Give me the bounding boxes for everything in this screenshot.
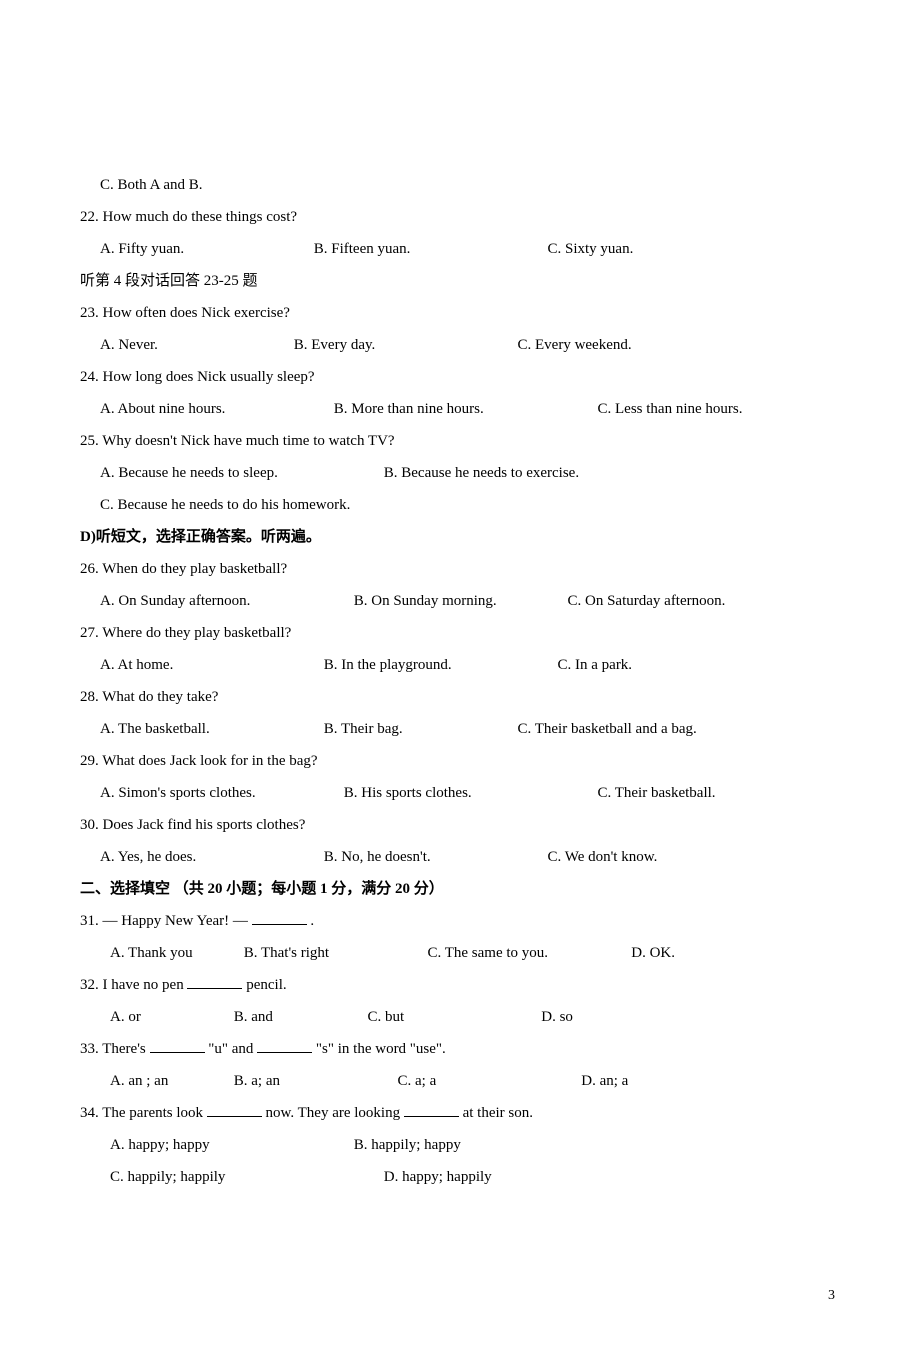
- q34-option-a: A. happy; happy: [110, 1130, 350, 1160]
- question-23: 23. How often does Nick exercise?: [80, 298, 840, 328]
- q25-option-a: A. Because he needs to sleep.: [100, 458, 380, 488]
- q29-options: A. Simon's sports clothes. B. His sports…: [100, 778, 840, 808]
- q30-option-b: B. No, he doesn't.: [324, 842, 544, 872]
- q34-option-c: C. happily; happily: [110, 1162, 380, 1192]
- q31-prefix: 31. — Happy New Year! —: [80, 913, 252, 929]
- question-22: 22. How much do these things cost?: [80, 202, 840, 232]
- q33-prefix: 33. There's: [80, 1041, 150, 1057]
- q25-option-b: B. Because he needs to exercise.: [384, 458, 579, 488]
- q29-option-c: C. Their basketball.: [598, 778, 716, 808]
- q27-option-c: C. In a park.: [558, 650, 633, 680]
- blank: [187, 988, 242, 989]
- question-25: 25. Why doesn't Nick have much time to w…: [80, 426, 840, 456]
- q26-option-c: C. On Saturday afternoon.: [568, 586, 726, 616]
- q27-option-a: A. At home.: [100, 650, 320, 680]
- q24-option-a: A. About nine hours.: [100, 394, 330, 424]
- q27-option-b: B. In the playground.: [324, 650, 554, 680]
- question-34: 34. The parents look now. They are looki…: [80, 1098, 840, 1128]
- q34-option-d: D. happy; happily: [384, 1162, 492, 1192]
- blank: [150, 1052, 205, 1053]
- q23-options: A. Never. B. Every day. C. Every weekend…: [100, 330, 840, 360]
- q23-option-b: B. Every day.: [294, 330, 514, 360]
- question-32: 32. I have no pen pencil.: [80, 970, 840, 1000]
- q34-option-b: B. happily; happy: [354, 1130, 461, 1160]
- blank: [404, 1116, 459, 1117]
- q28-option-a: A. The basketball.: [100, 714, 320, 744]
- blank: [252, 924, 307, 925]
- question-26: 26. When do they play basketball?: [80, 554, 840, 584]
- q33-option-a: A. an ; an: [110, 1066, 230, 1096]
- q31-option-d: D. OK.: [631, 938, 675, 968]
- section-2-heading: 二、选择填空 （共 20 小题；每小题 1 分，满分 20 分）: [80, 874, 840, 904]
- question-28: 28. What do they take?: [80, 682, 840, 712]
- q32-option-b: B. and: [234, 1002, 364, 1032]
- question-29: 29. What does Jack look for in the bag?: [80, 746, 840, 776]
- q25-option-c: C. Because he needs to do his homework.: [100, 490, 350, 520]
- q26-option-b: B. On Sunday morning.: [354, 586, 564, 616]
- q30-option-a: A. Yes, he does.: [100, 842, 320, 872]
- q24-option-c: C. Less than nine hours.: [598, 394, 743, 424]
- dialogue-4-heading: 听第 4 段对话回答 23-25 题: [80, 266, 840, 296]
- blank: [257, 1052, 312, 1053]
- q21-option-c: C. Both A and B.: [100, 170, 840, 200]
- q34-options-line2: C. happily; happily D. happy; happily: [80, 1162, 840, 1192]
- q26-option-a: A. On Sunday afternoon.: [100, 586, 350, 616]
- q32-options: A. or B. and C. but D. so: [80, 1002, 840, 1032]
- question-30: 30. Does Jack find his sports clothes?: [80, 810, 840, 840]
- q28-option-b: B. Their bag.: [324, 714, 514, 744]
- q31-option-b: B. That's right: [244, 938, 424, 968]
- q23-option-c: C. Every weekend.: [518, 330, 632, 360]
- q33-option-b: B. a; an: [234, 1066, 394, 1096]
- q34-options-line1: A. happy; happy B. happily; happy: [80, 1130, 840, 1160]
- question-24: 24. How long does Nick usually sleep?: [80, 362, 840, 392]
- q34-prefix: 34. The parents look: [80, 1105, 207, 1121]
- q29-option-b: B. His sports clothes.: [344, 778, 594, 808]
- q24-options: A. About nine hours. B. More than nine h…: [100, 394, 840, 424]
- q31-suffix: .: [307, 913, 315, 929]
- q32-option-d: D. so: [541, 1002, 573, 1032]
- q29-option-a: A. Simon's sports clothes.: [100, 778, 340, 808]
- q26-options: A. On Sunday afternoon. B. On Sunday mor…: [100, 586, 840, 616]
- blank: [207, 1116, 262, 1117]
- q28-option-c: C. Their basketball and a bag.: [518, 714, 697, 744]
- q32-prefix: 32. I have no pen: [80, 977, 187, 993]
- q25-options-line1: A. Because he needs to sleep. B. Because…: [100, 458, 840, 488]
- q25-options-line2: C. Because he needs to do his homework.: [100, 490, 840, 520]
- q33-mid1: "u" and: [205, 1041, 258, 1057]
- q23-option-a: A. Never.: [100, 330, 290, 360]
- q31-option-a: A. Thank you: [110, 938, 240, 968]
- q30-option-c: C. We don't know.: [548, 842, 658, 872]
- q33-option-d: D. an; a: [581, 1066, 628, 1096]
- q32-option-c: C. but: [368, 1002, 538, 1032]
- q24-option-b: B. More than nine hours.: [334, 394, 594, 424]
- q22-options: A. Fifty yuan. B. Fifteen yuan. C. Sixty…: [100, 234, 840, 264]
- page-number: 3: [80, 1282, 840, 1310]
- q28-options: A. The basketball. B. Their bag. C. Thei…: [100, 714, 840, 744]
- q27-options: A. At home. B. In the playground. C. In …: [100, 650, 840, 680]
- q33-option-c: C. a; a: [398, 1066, 578, 1096]
- q34-suffix: at their son.: [459, 1105, 533, 1121]
- q34-mid1: now. They are looking: [262, 1105, 404, 1121]
- q32-option-a: A. or: [110, 1002, 230, 1032]
- q22-option-b: B. Fifteen yuan.: [314, 234, 544, 264]
- q22-option-c: C. Sixty yuan.: [548, 234, 634, 264]
- q31-options: A. Thank you B. That's right C. The same…: [80, 938, 840, 968]
- q33-options: A. an ; an B. a; an C. a; a D. an; a: [80, 1066, 840, 1096]
- q30-options: A. Yes, he does. B. No, he doesn't. C. W…: [100, 842, 840, 872]
- q22-option-a: A. Fifty yuan.: [100, 234, 310, 264]
- question-31: 31. — Happy New Year! — .: [80, 906, 840, 936]
- q33-suffix: "s" in the word "use".: [312, 1041, 446, 1057]
- question-27: 27. Where do they play basketball?: [80, 618, 840, 648]
- section-d-heading: D)听短文，选择正确答案。听两遍。: [80, 522, 840, 552]
- q32-suffix: pencil.: [242, 977, 286, 993]
- question-33: 33. There's "u" and "s" in the word "use…: [80, 1034, 840, 1064]
- q31-option-c: C. The same to you.: [428, 938, 628, 968]
